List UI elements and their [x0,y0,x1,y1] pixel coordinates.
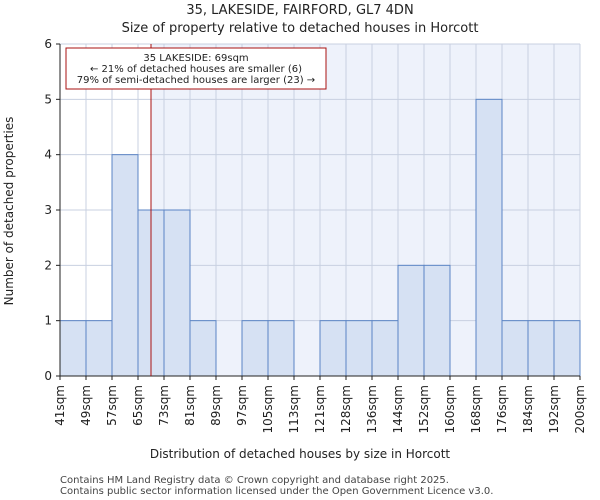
y-tick-label: 3 [44,203,52,217]
bar-105sqm [267,320,295,377]
bar-136sqm [371,320,399,377]
x-tick-label: 128sqm [339,385,353,433]
x-tick-label: 81sqm [183,385,197,426]
x-tick-label: 152sqm [417,385,431,433]
x-tick-label: 160sqm [443,385,457,433]
x-tick-label: 168sqm [469,385,483,433]
x-tick-label: 184sqm [521,385,535,433]
bar-192sqm [553,320,581,377]
annotation-line-1: 35 LAKESIDE: 69sqm [143,53,248,64]
x-tick-label: 176sqm [495,385,509,433]
x-tick-label: 57sqm [105,385,119,426]
y-tick-label: 2 [44,258,52,272]
chart-title: 35, LAKESIDE, FAIRFORD, GL7 4DN [186,3,413,18]
x-tick-label: 192sqm [547,385,561,433]
y-ticks: 0 1 2 3 4 5 6 [44,37,60,383]
annotation-line-3: 79% of semi-detached houses are larger (… [77,75,315,86]
x-tick-label: 136sqm [365,385,379,433]
bar-168sqm [475,98,503,377]
bar-176sqm [501,320,529,377]
x-tick-label: 200sqm [573,385,587,433]
y-tick-label: 5 [44,92,52,106]
x-tick-label: 144sqm [391,385,405,433]
y-tick-label: 0 [44,369,52,383]
bar-128sqm [345,320,373,377]
bar-152sqm [423,264,451,377]
footer-line-1: Contains HM Land Registry data © Crown c… [60,475,449,486]
x-tick-label: 89sqm [209,385,223,426]
bar-97sqm [241,320,269,377]
x-tick-label: 65sqm [131,385,145,426]
annotation-border [65,47,327,90]
bar-49sqm [85,320,113,377]
y-tick-label: 6 [44,37,52,51]
x-tick-label: 121sqm [313,385,327,433]
y-tick-label: 1 [44,314,52,328]
bar-73sqm [163,209,191,377]
annotation-box: 35 LAKESIDE: 69sqm ← 21% of detached hou… [65,47,327,90]
bar-184sqm [527,320,555,377]
x-tick-label: 49sqm [79,385,93,426]
x-tick-label: 41sqm [53,385,67,426]
y-tick-label: 4 [44,148,52,162]
x-tick-label: 73sqm [157,385,171,426]
bars [59,98,581,377]
x-tick-label: 105sqm [261,385,275,433]
x-tick-label: 113sqm [287,385,301,433]
bar-121sqm [319,320,347,377]
x-axis-label: Distribution of detached houses by size … [150,447,451,461]
y-axis-label: Number of detached properties [2,117,16,306]
x-tick-label: 97sqm [235,385,249,426]
annotation-line-2: ← 21% of detached houses are smaller (6) [90,64,302,75]
bar-144sqm [397,264,425,377]
bar-41sqm [59,320,87,377]
x-ticks: 41sqm 49sqm 57sqm 65sqm 73sqm 81sqm 89sqm 97sqm… [53,376,587,433]
footer-line-2: Contains public sector information licen… [60,486,493,497]
bar-81sqm [189,320,217,377]
bar-57sqm [111,154,139,377]
chart-subtitle: Size of property relative to detached ho… [122,21,479,36]
